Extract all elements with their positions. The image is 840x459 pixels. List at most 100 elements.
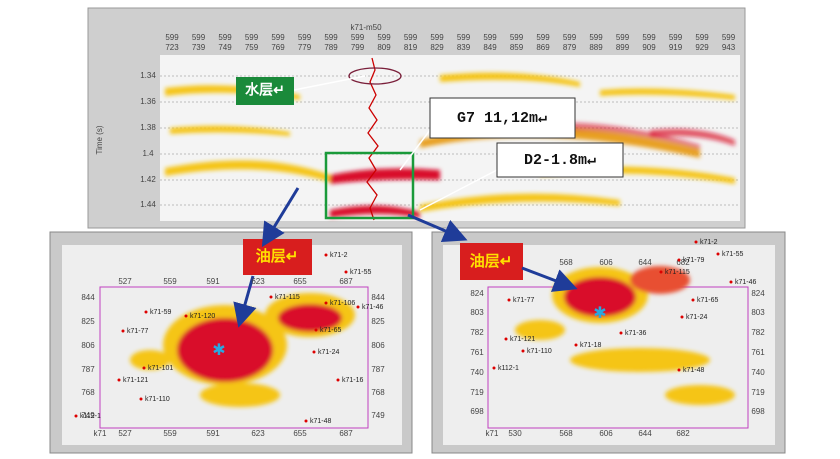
well-label: k71-101 — [148, 365, 173, 372]
well-dot — [336, 378, 340, 382]
well-dot — [121, 329, 125, 333]
column-bottom: 859 — [510, 43, 524, 52]
map-x-tick: k71 — [94, 429, 107, 438]
column-bottom: 819 — [404, 43, 418, 52]
column-top: 599 — [218, 33, 232, 42]
map-y-tick: 782 — [470, 328, 484, 337]
column-top: 599 — [351, 33, 365, 42]
well-dot — [521, 349, 525, 353]
well-dot — [324, 253, 328, 257]
column-top: 599 — [404, 33, 418, 42]
map-x-tick: 568 — [559, 429, 573, 438]
leader — [399, 129, 431, 171]
well-dot — [677, 368, 681, 372]
well-star: ✱ — [593, 305, 606, 322]
map-x-tick: 606 — [599, 258, 613, 267]
well-label: k71-79 — [683, 257, 705, 264]
well-label: k71-48 — [310, 418, 332, 425]
well-dot — [142, 366, 146, 370]
leader — [419, 169, 498, 211]
column-top: 599 — [669, 33, 683, 42]
column-bottom: 879 — [563, 43, 577, 52]
map-x-tick: 591 — [206, 429, 220, 438]
well-dot — [324, 301, 328, 305]
column-bottom: 849 — [483, 43, 497, 52]
oil-callout-box — [460, 243, 523, 280]
column-top: 599 — [377, 33, 391, 42]
column-bottom: 739 — [192, 43, 206, 52]
map-amplitude — [130, 266, 735, 407]
column-bottom: 723 — [165, 43, 179, 52]
well-label: k71-110 — [145, 396, 170, 403]
well-dot — [117, 378, 121, 382]
map-y-tick: 719 — [751, 388, 765, 397]
map-x-tick: 655 — [293, 277, 307, 286]
column-top: 599 — [430, 33, 444, 42]
map-frame — [99, 286, 369, 429]
map-y-tick: 698 — [470, 407, 484, 416]
column-bottom: 759 — [245, 43, 259, 52]
column-top: 599 — [457, 33, 471, 42]
column-bottom: 839 — [457, 43, 471, 52]
well-label: k71-48 — [683, 367, 705, 374]
column-bottom: 919 — [669, 43, 683, 52]
column-bottom: 799 — [351, 43, 365, 52]
y-tick-label: 1.42 — [140, 175, 156, 184]
well-label: k71-m50 — [350, 23, 382, 32]
map-y-tick: 803 — [470, 308, 484, 317]
well-dot — [677, 258, 681, 262]
map-x-tick: 682 — [676, 258, 690, 267]
well-dot — [680, 315, 684, 319]
y-tick-label: 1.36 — [140, 97, 156, 106]
map-x-tick: 591 — [206, 277, 220, 286]
d2-callout-box — [496, 142, 624, 178]
water-ellipse — [348, 67, 402, 85]
column-top: 599 — [245, 33, 259, 42]
well-label: k71-110 — [527, 348, 552, 355]
map-x-tick: 527 — [118, 429, 132, 438]
well-dot — [691, 298, 695, 302]
map-x-tick: 682 — [676, 429, 690, 438]
column-top: 599 — [642, 33, 656, 42]
well-dot — [729, 280, 733, 284]
column-bottom: 909 — [642, 43, 656, 52]
well-dot — [694, 240, 698, 244]
map-x-tick: 530 — [508, 429, 522, 438]
map-y-tick: 825 — [81, 317, 95, 326]
oil-callout: 油层↵ — [470, 252, 513, 270]
column-top: 599 — [271, 33, 285, 42]
well-dot — [184, 314, 188, 318]
column-bottom: 899 — [616, 43, 630, 52]
well-label: k71-59 — [150, 309, 172, 316]
y-tick-label: 1.34 — [140, 71, 156, 80]
map-x-tick: 644 — [638, 258, 652, 267]
well-label: k71-24 — [318, 349, 340, 356]
well-dot — [716, 252, 720, 256]
well-label: k71-77 — [513, 297, 535, 304]
well-dot — [574, 343, 578, 347]
well-label: k71-24 — [686, 314, 708, 321]
well-dot — [619, 331, 623, 335]
column-top: 599 — [192, 33, 206, 42]
column-bottom: 769 — [271, 43, 285, 52]
well-star: ✱ — [212, 342, 225, 359]
map-y-tick: 806 — [371, 341, 385, 350]
y-axis-title: Time (s) — [95, 125, 104, 154]
y-tick-label: 1.4 — [142, 149, 154, 158]
column-bottom: 789 — [324, 43, 338, 52]
g7-callout-box — [429, 97, 576, 139]
well-dot — [139, 397, 143, 401]
map-x-tick: 606 — [599, 429, 613, 438]
column-top: 599 — [695, 33, 709, 42]
map-y-tick: 803 — [751, 308, 765, 317]
map-y-tick: 719 — [470, 388, 484, 397]
well-dot — [344, 270, 348, 274]
map-x-tick: 623 — [251, 277, 265, 286]
well-label: k71-16 — [342, 377, 364, 384]
map-x-tick: 687 — [339, 277, 353, 286]
map-y-tick: 761 — [470, 348, 484, 357]
well-dot — [314, 328, 318, 332]
column-bottom: 749 — [218, 43, 232, 52]
well-label: k71-121 — [510, 336, 535, 343]
